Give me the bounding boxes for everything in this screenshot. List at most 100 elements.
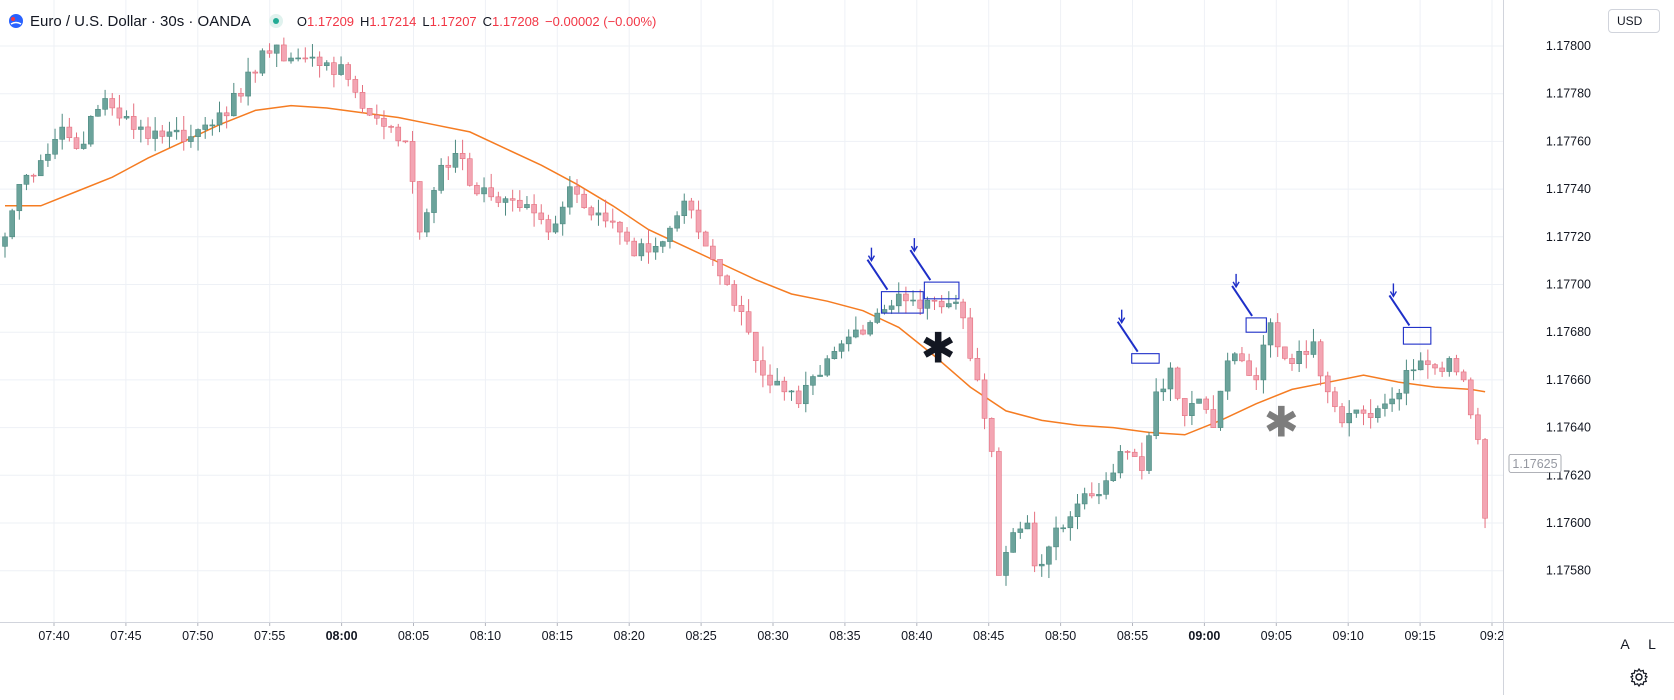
candle-body xyxy=(173,129,180,133)
log-scale-button[interactable]: L xyxy=(1642,634,1662,654)
candle-up xyxy=(1096,482,1102,505)
candle-body xyxy=(1174,367,1181,399)
candle-body xyxy=(295,57,301,60)
candle-down xyxy=(960,298,966,330)
candle-body xyxy=(738,305,745,312)
candle-body xyxy=(202,124,208,130)
candle-body xyxy=(273,44,280,54)
candle-down xyxy=(717,259,723,285)
candle-down xyxy=(688,197,695,219)
candle-body xyxy=(23,174,30,185)
candle-up xyxy=(1196,398,1202,404)
candle-down xyxy=(395,123,402,147)
candle-up xyxy=(1267,318,1274,358)
candle-body xyxy=(1425,360,1431,365)
candle-body xyxy=(359,92,366,109)
candle-down xyxy=(252,69,259,83)
candle-body xyxy=(545,219,552,233)
x-tick-label: 09:15 xyxy=(1404,629,1435,643)
candle-down xyxy=(302,47,309,63)
candle-down xyxy=(30,173,37,183)
candle-body xyxy=(1017,528,1024,533)
x-tick-label: 08:25 xyxy=(685,629,716,643)
candle-down xyxy=(738,295,745,326)
candle-body xyxy=(1303,350,1310,355)
candle-up xyxy=(273,44,280,67)
candle-down xyxy=(531,194,537,227)
candle-body xyxy=(1382,403,1388,409)
candle-up xyxy=(1117,445,1124,479)
candle-up xyxy=(888,299,895,314)
candle-down xyxy=(145,117,151,146)
marked-zone xyxy=(866,247,924,314)
candle-down xyxy=(345,62,352,87)
symbol-title[interactable]: Euro / U.S. Dollar · 30s · OANDA xyxy=(30,12,251,30)
candle-down xyxy=(938,295,945,314)
pointer-arrow-line xyxy=(909,249,932,281)
marked-zone-box xyxy=(923,281,960,300)
candle-body xyxy=(116,107,123,119)
candle-body xyxy=(1403,370,1410,394)
candle-down xyxy=(1332,386,1338,413)
candle-body xyxy=(824,358,831,376)
candle-down xyxy=(731,280,738,312)
candle-body xyxy=(509,198,516,201)
candle-body xyxy=(924,299,931,309)
candle-down xyxy=(1031,511,1038,573)
candle-up xyxy=(1074,494,1081,530)
candle-up xyxy=(1067,511,1074,541)
candle-body xyxy=(1467,379,1474,416)
y-tick-label: 1.17800 xyxy=(1546,39,1591,53)
candle-body xyxy=(767,374,773,386)
candle-up xyxy=(1260,335,1267,394)
candle-down xyxy=(1246,353,1252,376)
candle-body xyxy=(1360,409,1367,414)
candle-body xyxy=(574,186,580,195)
x-tick-label: 09:2 xyxy=(1480,629,1504,643)
candle-body xyxy=(688,200,695,211)
candle-up xyxy=(567,176,573,215)
candle-up xyxy=(1417,352,1424,371)
candle-up xyxy=(1110,463,1117,482)
candle-body xyxy=(967,317,974,359)
candle-up xyxy=(59,113,66,150)
symbol-header[interactable]: Euro / U.S. Dollar · 30s · OANDA O1.1720… xyxy=(8,10,662,32)
candle-down xyxy=(488,173,495,201)
candle-body xyxy=(1282,346,1288,359)
currency-button[interactable]: USD xyxy=(1608,9,1660,33)
candle-body xyxy=(1024,522,1031,530)
market-status-icon xyxy=(268,14,283,28)
ohlc-value: −0.00002 (−0.00%) xyxy=(545,13,657,29)
candle-body xyxy=(1246,360,1252,376)
candle-body xyxy=(488,187,495,198)
candle-down xyxy=(1339,403,1345,428)
candle-body xyxy=(59,126,66,140)
gear-icon[interactable] xyxy=(1628,666,1650,688)
candle-down xyxy=(996,447,1002,576)
candle-up xyxy=(23,173,30,191)
candle-body xyxy=(331,62,337,75)
candle-down xyxy=(66,117,73,142)
candle-down xyxy=(981,373,988,430)
candle-body xyxy=(681,200,688,217)
candle-up xyxy=(831,346,838,360)
candle-down xyxy=(316,51,323,78)
candle-down xyxy=(1360,405,1367,426)
auto-scale-button[interactable]: A xyxy=(1615,634,1635,654)
y-tick-label: 1.17640 xyxy=(1546,421,1591,435)
ohlc-value: 1.17209 xyxy=(307,13,355,29)
candle-body xyxy=(888,305,895,310)
down-arrow-head xyxy=(1118,317,1126,325)
ohlc-value: 1.17207 xyxy=(429,13,477,29)
candle-down xyxy=(359,85,366,114)
candle-body xyxy=(781,380,788,393)
candle-body xyxy=(1189,403,1195,416)
candle-up xyxy=(552,215,559,234)
candle-down xyxy=(109,93,116,116)
candle-body xyxy=(1010,532,1016,553)
candle-body xyxy=(667,227,673,242)
candle-body xyxy=(1060,527,1066,530)
candle-body xyxy=(16,184,23,212)
